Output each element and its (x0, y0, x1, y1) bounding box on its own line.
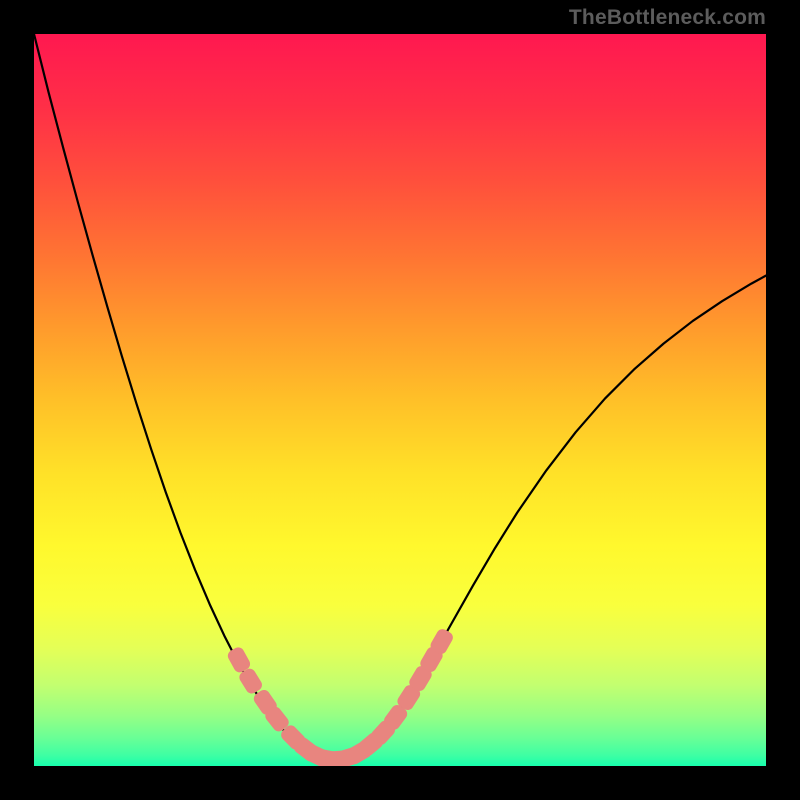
curve-markers (226, 627, 455, 766)
plot-area (34, 34, 766, 766)
watermark-text: TheBottleneck.com (569, 6, 766, 30)
bottleneck-curve (34, 34, 766, 760)
chart-frame: TheBottleneck.com (0, 0, 800, 800)
curve-layer (34, 34, 766, 766)
